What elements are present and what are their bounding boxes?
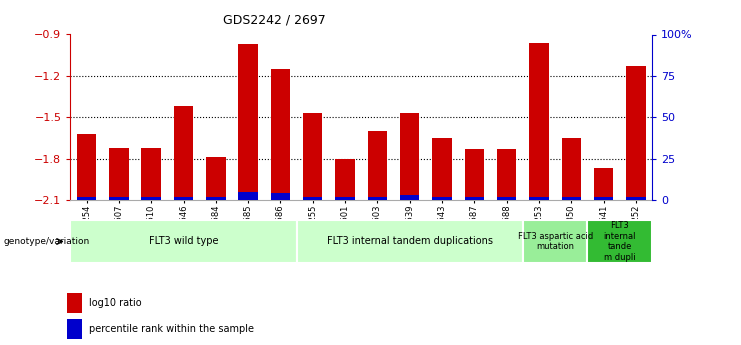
- Bar: [206, 157, 225, 200]
- Bar: [296, 220, 523, 263]
- Bar: [368, 197, 387, 200]
- Text: genotype/variation: genotype/variation: [4, 237, 90, 246]
- Bar: [270, 194, 290, 200]
- Bar: [529, 43, 548, 200]
- Bar: [626, 197, 645, 200]
- Bar: [67, 293, 82, 313]
- Bar: [523, 220, 588, 263]
- Bar: [303, 113, 322, 200]
- Bar: [336, 197, 355, 200]
- Bar: [497, 197, 516, 200]
- Bar: [142, 197, 161, 200]
- Bar: [142, 148, 161, 200]
- Bar: [206, 197, 225, 200]
- Text: FLT3 wild type: FLT3 wild type: [149, 237, 219, 246]
- Text: FLT3 aspartic acid
mutation: FLT3 aspartic acid mutation: [517, 232, 593, 251]
- Bar: [465, 197, 484, 200]
- Bar: [270, 69, 290, 200]
- Bar: [239, 192, 258, 200]
- Bar: [70, 220, 296, 263]
- Bar: [594, 197, 614, 200]
- Bar: [497, 149, 516, 200]
- Bar: [67, 319, 82, 339]
- Bar: [303, 197, 322, 200]
- Bar: [77, 134, 96, 200]
- Text: FLT3
internal
tande
m dupli: FLT3 internal tande m dupli: [603, 221, 636, 262]
- Bar: [109, 148, 128, 200]
- Bar: [109, 197, 128, 200]
- Text: log10 ratio: log10 ratio: [89, 298, 142, 308]
- Bar: [239, 44, 258, 200]
- Bar: [465, 149, 484, 200]
- Bar: [174, 197, 193, 200]
- Text: FLT3 internal tandem duplications: FLT3 internal tandem duplications: [327, 237, 493, 246]
- Bar: [368, 131, 387, 200]
- Bar: [594, 168, 614, 200]
- Bar: [562, 138, 581, 200]
- Bar: [77, 197, 96, 200]
- Bar: [174, 106, 193, 200]
- Bar: [400, 195, 419, 200]
- Text: percentile rank within the sample: percentile rank within the sample: [89, 324, 254, 334]
- Text: GDS2242 / 2697: GDS2242 / 2697: [223, 14, 325, 27]
- Bar: [626, 66, 645, 200]
- Bar: [588, 220, 652, 263]
- Bar: [432, 138, 452, 200]
- Bar: [336, 159, 355, 200]
- Bar: [562, 197, 581, 200]
- Bar: [529, 197, 548, 200]
- Bar: [400, 113, 419, 200]
- Bar: [432, 197, 452, 200]
